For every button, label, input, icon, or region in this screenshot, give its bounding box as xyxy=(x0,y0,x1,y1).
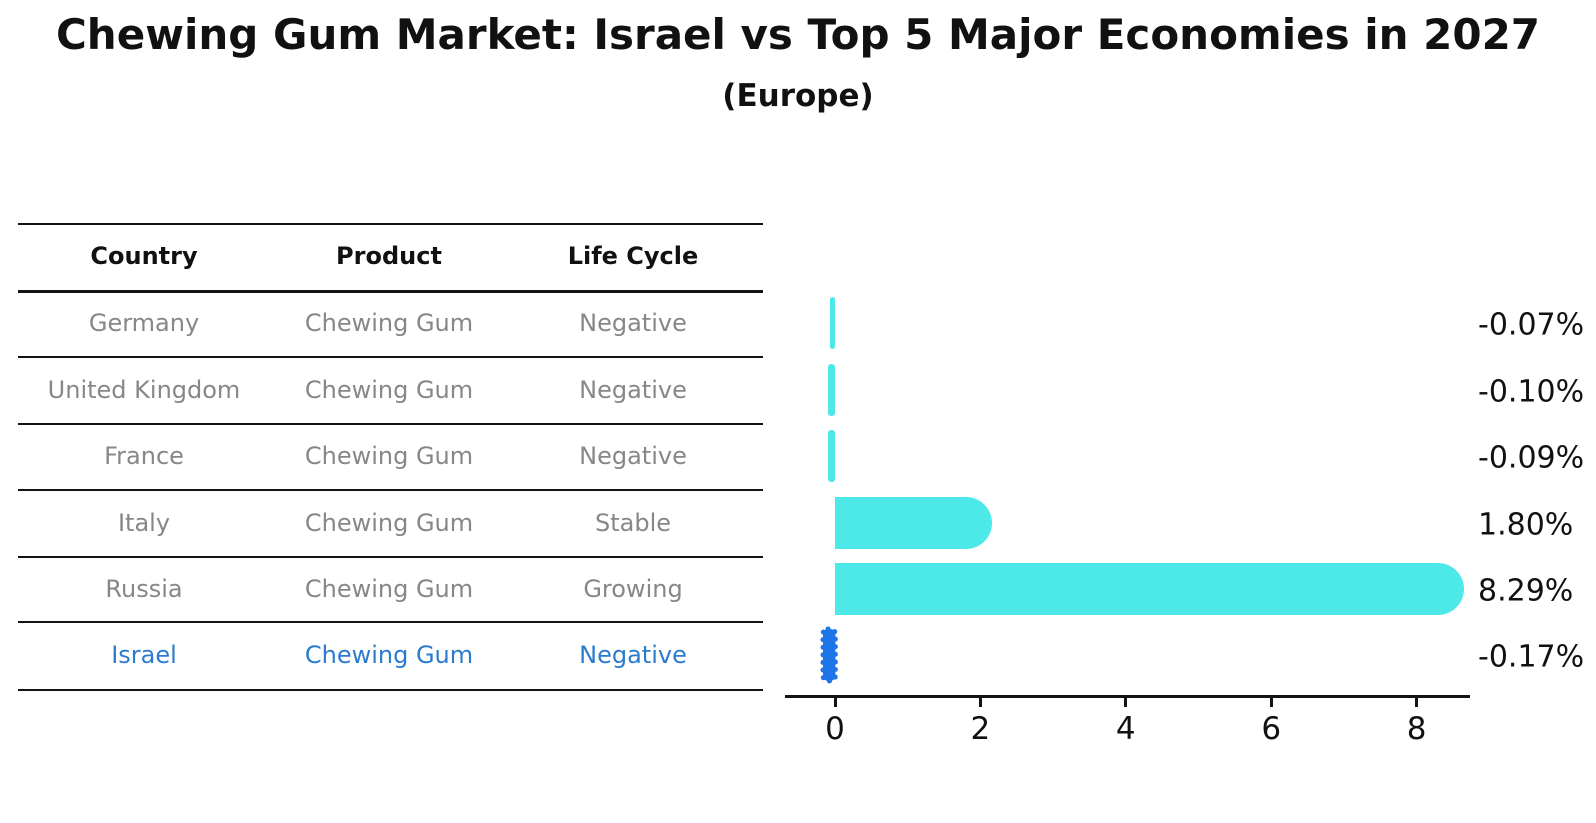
bar-value-label: -0.10% xyxy=(1478,374,1585,409)
bar-value-label: -0.09% xyxy=(1478,440,1585,476)
table-divider xyxy=(18,556,763,558)
table-divider xyxy=(18,621,763,623)
bar-value-label: 8.29% xyxy=(1478,573,1574,608)
x-axis-tick-label: 4 xyxy=(1115,711,1136,747)
bar-italy xyxy=(835,496,992,549)
table-divider xyxy=(18,689,763,691)
table-cell-life_cycle: Negative xyxy=(579,442,687,470)
table-cell-product: Chewing Gum xyxy=(304,375,474,404)
chart-subtitle: (Europe) xyxy=(722,78,874,114)
table-cell-product: Chewing Gum xyxy=(304,442,474,470)
bar-germany xyxy=(829,297,835,349)
table-cell-country: Russia xyxy=(105,574,183,603)
bar-value-label: 1.80% xyxy=(1478,507,1574,542)
x-axis-tick xyxy=(1415,698,1419,707)
bar-value-label: -0.17% xyxy=(1478,639,1585,675)
bar-value-label: -0.07% xyxy=(1478,307,1585,343)
table-cell-life_cycle: Negative xyxy=(579,309,687,337)
table-cell-life_cycle: Growing xyxy=(583,574,683,603)
table-column-header: Country xyxy=(90,242,198,270)
bar-russia xyxy=(835,562,1464,615)
table-cell-country: Italy xyxy=(117,508,171,537)
table-cell-product: Chewing Gum xyxy=(304,641,474,669)
table-cell-country: Israel xyxy=(111,641,177,669)
x-axis-tick xyxy=(1269,698,1273,707)
bar-united-kingdom xyxy=(827,363,835,416)
table-divider xyxy=(18,489,763,491)
x-axis-tick-label: 8 xyxy=(1406,711,1427,747)
x-axis-tick xyxy=(833,698,837,707)
x-axis-tick-label: 0 xyxy=(825,711,845,747)
table-divider xyxy=(18,356,763,358)
bar-france xyxy=(828,430,835,482)
table-column-header: Product xyxy=(336,242,442,270)
table-divider xyxy=(18,290,763,293)
x-axis-tick-label: 6 xyxy=(1261,711,1282,747)
x-axis-tick-label: 2 xyxy=(970,711,991,747)
x-axis-tick xyxy=(1124,698,1128,707)
x-axis-tick xyxy=(978,698,982,707)
x-axis-line xyxy=(785,695,1470,698)
chart-title: Chewing Gum Market: Israel vs Top 5 Majo… xyxy=(55,10,1541,59)
table-cell-life_cycle: Stable xyxy=(594,508,672,537)
table-cell-product: Chewing Gum xyxy=(304,508,474,537)
table-cell-life_cycle: Negative xyxy=(579,375,687,404)
table-cell-product: Chewing Gum xyxy=(304,574,474,603)
table-column-header: Life Cycle xyxy=(567,242,699,270)
table-cell-product: Chewing Gum xyxy=(304,309,474,337)
table-divider xyxy=(18,423,763,425)
table-cell-life_cycle: Negative xyxy=(579,641,687,669)
table-divider xyxy=(18,223,763,225)
table-cell-country: Germany xyxy=(88,309,200,337)
table-cell-country: France xyxy=(104,442,184,470)
bar-israel xyxy=(811,621,847,693)
table-cell-country: United Kingdom xyxy=(47,375,241,404)
